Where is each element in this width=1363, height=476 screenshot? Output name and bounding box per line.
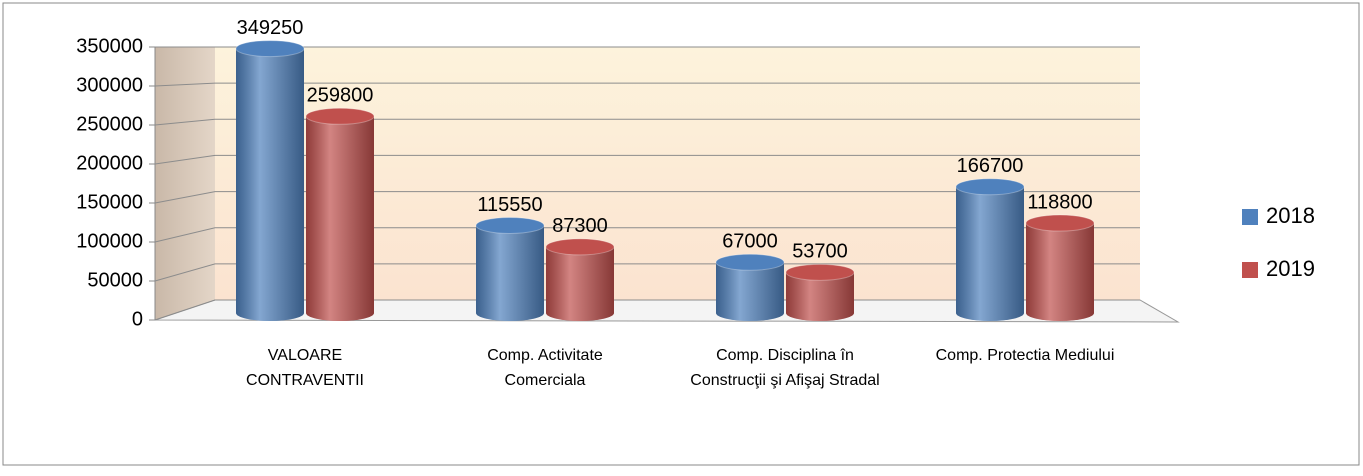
x-tick-label: Comp. Disciplina în Construcţii şi Afişa… bbox=[690, 347, 880, 389]
data-label: 53700 bbox=[792, 241, 848, 263]
bar-top bbox=[475, 217, 545, 235]
grid-line bbox=[154, 154, 1140, 165]
y-tick-label: 350000 bbox=[76, 35, 143, 57]
x-tick-label: VALOARE CONTRAVENTII bbox=[246, 347, 364, 389]
bar-top bbox=[1025, 214, 1095, 232]
x-tick-label: Comp. Protectia Mediului bbox=[935, 347, 1115, 364]
data-label: 259800 bbox=[307, 85, 374, 107]
data-label: 118800 bbox=[1027, 191, 1092, 213]
bar-top bbox=[955, 178, 1025, 196]
data-label: 166700 bbox=[957, 155, 1024, 177]
y-tick-label: 200000 bbox=[76, 152, 143, 174]
legend-swatch bbox=[1242, 262, 1258, 278]
bar-top bbox=[785, 263, 855, 281]
bar-shade bbox=[306, 116, 374, 322]
bar-shade bbox=[956, 186, 1024, 321]
data-label: 67000 bbox=[722, 231, 778, 253]
grid-line bbox=[154, 82, 1140, 87]
side-wall bbox=[155, 47, 215, 320]
x-tick-label: Comp. Activitate Comerciala bbox=[487, 347, 603, 389]
bar-top bbox=[545, 238, 615, 256]
grid-line bbox=[154, 227, 1140, 243]
legend-label: 2018 bbox=[1266, 203, 1315, 228]
y-tick-label: 50000 bbox=[87, 269, 143, 291]
bar-shade bbox=[716, 262, 784, 321]
data-label: 87300 bbox=[552, 215, 608, 237]
grid-line bbox=[154, 263, 1140, 282]
grid-line bbox=[154, 191, 1140, 204]
bar-shade bbox=[1026, 223, 1094, 321]
y-tick-label: 150000 bbox=[76, 191, 143, 213]
data-label: 115550 bbox=[477, 194, 542, 216]
bar-shade bbox=[236, 48, 304, 321]
legend-label: 2019 bbox=[1266, 256, 1315, 281]
y-tick-label: 100000 bbox=[76, 230, 143, 252]
bar-top bbox=[305, 107, 375, 125]
grid-line bbox=[154, 118, 1140, 126]
y-tick-label: 250000 bbox=[76, 113, 143, 135]
bar-shade bbox=[476, 225, 544, 321]
bar-top bbox=[235, 40, 305, 58]
data-label: 349250 bbox=[237, 17, 304, 39]
legend-swatch bbox=[1242, 209, 1258, 225]
bar-shade bbox=[546, 246, 614, 321]
y-tick-label: 300000 bbox=[76, 74, 143, 96]
y-tick-label: 0 bbox=[132, 308, 143, 330]
bar-shade bbox=[786, 272, 854, 321]
bar-top bbox=[715, 253, 785, 271]
